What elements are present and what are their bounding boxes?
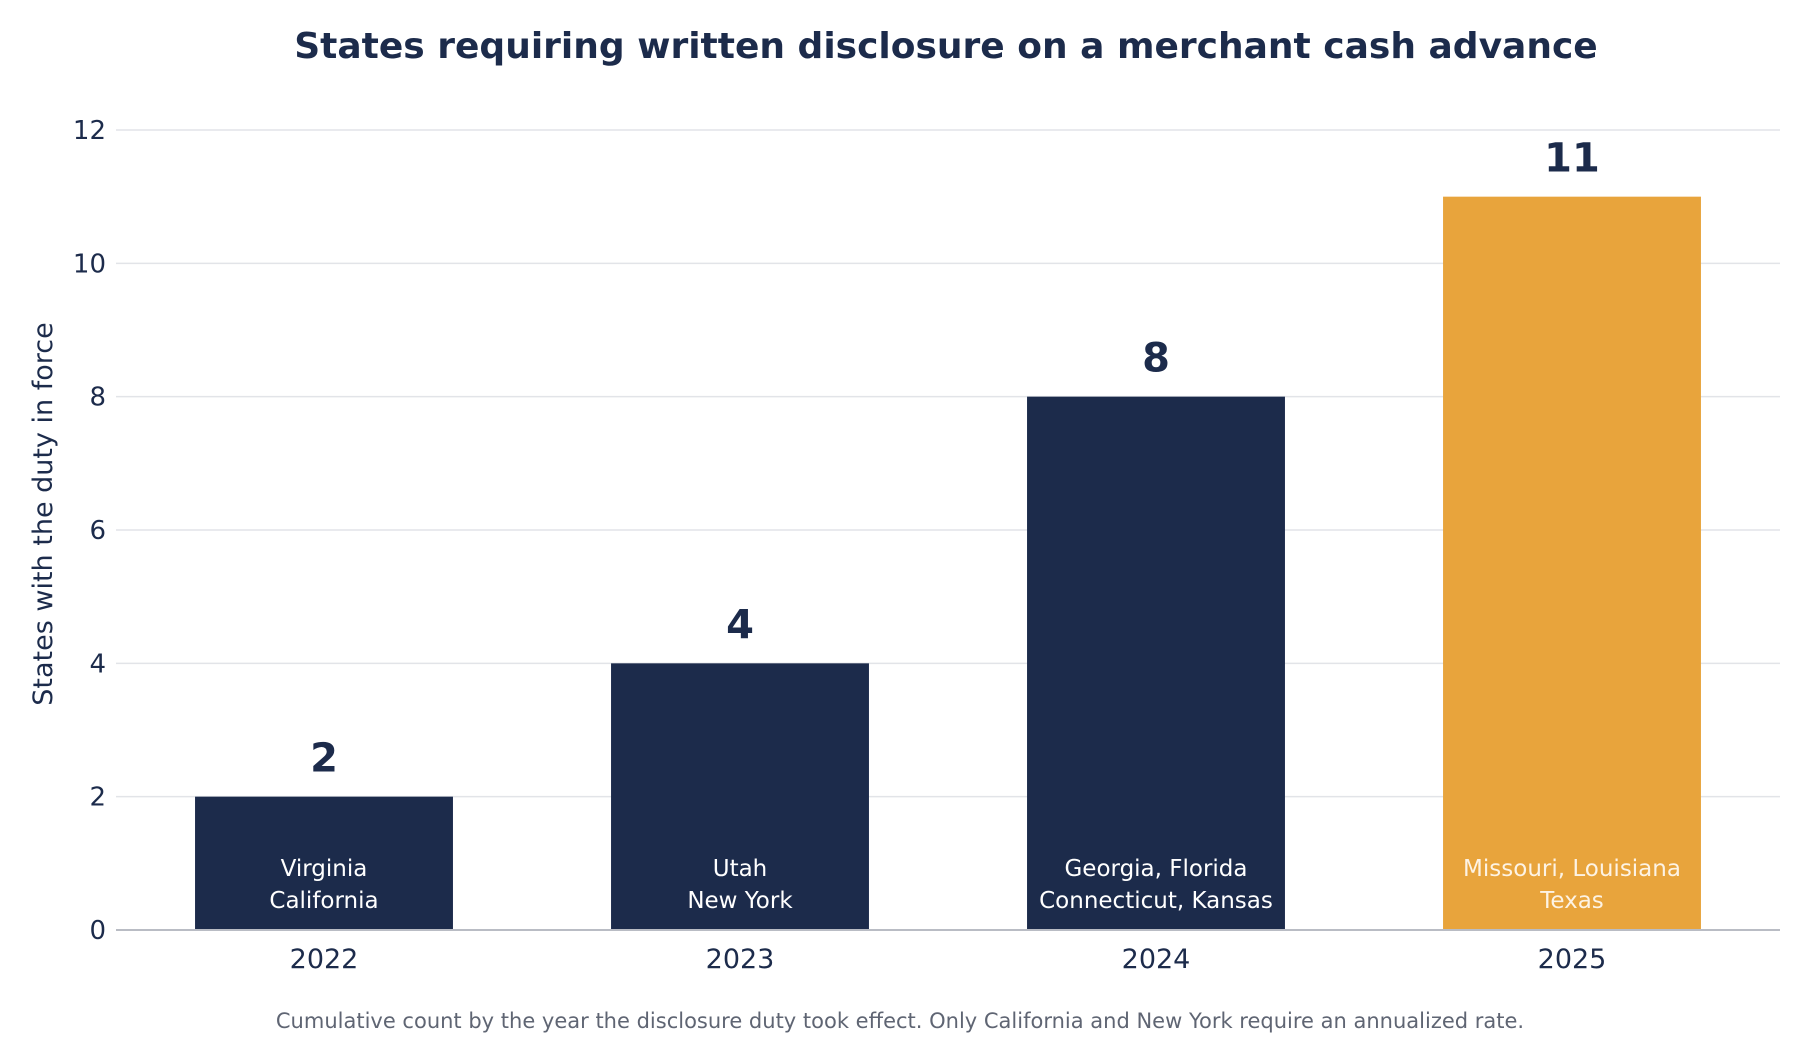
bar-2022 — [195, 796, 453, 930]
bar-value-label: 4 — [726, 602, 754, 648]
bar-state-label: Connecticut, Kansas — [1039, 888, 1273, 914]
bar-state-label: California — [269, 888, 378, 914]
bar-value-label: 2 — [310, 736, 338, 782]
bar-state-label: Georgia, Florida — [1064, 856, 1247, 882]
bar-state-label: New York — [687, 888, 793, 914]
bar-2025 — [1443, 196, 1701, 930]
y-tick-label: 6 — [89, 516, 106, 546]
chart-caption: Cumulative count by the year the disclos… — [276, 1009, 1524, 1033]
y-tick-label: 10 — [73, 249, 106, 279]
y-tick-label: 8 — [89, 383, 106, 413]
bars: 2 Virginia California 4 Utah New York 8 Georgia… — [195, 136, 1701, 931]
x-tick-label: 2022 — [290, 944, 359, 975]
bar-value-label: 11 — [1544, 136, 1600, 182]
y-axis-ticks: 0 2 4 6 8 10 12 — [73, 116, 106, 946]
bar-state-label: Virginia — [281, 856, 368, 882]
bar-2023 — [611, 663, 869, 930]
bar-value-label: 8 — [1142, 336, 1170, 382]
y-tick-label: 4 — [89, 649, 106, 679]
x-tick-label: 2023 — [706, 944, 775, 975]
y-axis-label: States with the duty in force — [28, 322, 59, 705]
x-tick-label: 2024 — [1122, 944, 1191, 975]
bar-state-label: Missouri, Louisiana — [1463, 856, 1681, 882]
y-tick-label: 0 — [89, 916, 106, 946]
bar-state-label: Texas — [1539, 888, 1604, 914]
y-tick-label: 2 — [89, 783, 106, 813]
x-axis-ticks: 2022 2023 2024 2025 — [290, 944, 1607, 975]
bar-state-label: Utah — [713, 856, 768, 882]
y-tick-label: 12 — [73, 116, 106, 146]
x-tick-label: 2025 — [1538, 944, 1607, 975]
bar-2024 — [1027, 396, 1285, 931]
chart-title: States requiring written disclosure on a… — [294, 26, 1597, 67]
